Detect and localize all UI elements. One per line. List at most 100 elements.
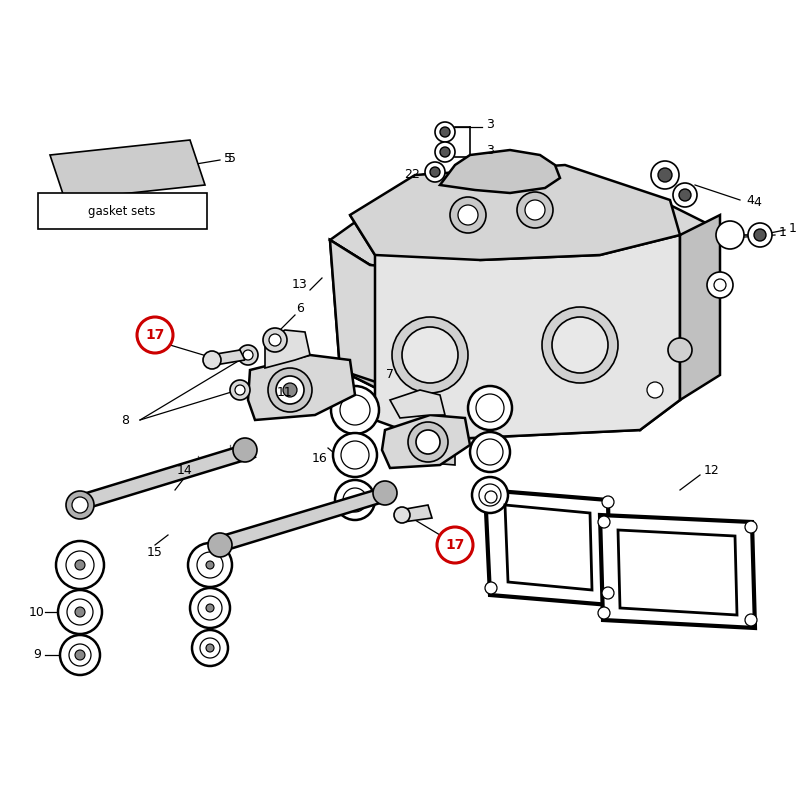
Circle shape	[408, 422, 448, 462]
Text: 13: 13	[292, 278, 308, 291]
Circle shape	[268, 368, 312, 412]
Polygon shape	[248, 355, 355, 420]
Text: 4: 4	[753, 195, 761, 209]
Polygon shape	[330, 175, 710, 275]
Text: gasket sets: gasket sets	[88, 206, 156, 218]
Circle shape	[283, 383, 297, 397]
Text: 5: 5	[224, 151, 232, 165]
Circle shape	[458, 205, 478, 225]
Circle shape	[476, 394, 504, 422]
Circle shape	[60, 635, 100, 675]
Text: 17: 17	[146, 328, 165, 342]
Circle shape	[66, 551, 94, 579]
Circle shape	[335, 480, 375, 520]
Polygon shape	[50, 140, 205, 200]
Polygon shape	[70, 443, 255, 512]
Circle shape	[745, 521, 757, 533]
Polygon shape	[330, 240, 380, 390]
Circle shape	[416, 430, 440, 454]
Circle shape	[658, 168, 672, 182]
Circle shape	[72, 497, 88, 513]
Circle shape	[477, 439, 503, 465]
Circle shape	[647, 382, 663, 398]
Text: 12: 12	[704, 463, 720, 477]
Circle shape	[69, 644, 91, 666]
Circle shape	[716, 221, 744, 249]
Text: 3: 3	[486, 143, 494, 157]
Polygon shape	[210, 350, 245, 365]
Circle shape	[668, 338, 692, 362]
Circle shape	[340, 395, 370, 425]
Circle shape	[198, 596, 222, 620]
Circle shape	[230, 380, 250, 400]
Text: 2: 2	[404, 169, 412, 182]
Polygon shape	[400, 505, 432, 522]
Text: 2: 2	[411, 169, 419, 182]
Circle shape	[190, 588, 230, 628]
Circle shape	[485, 491, 497, 503]
Circle shape	[243, 350, 253, 360]
Text: 4: 4	[746, 194, 754, 206]
Text: 1: 1	[779, 226, 787, 239]
Circle shape	[200, 638, 220, 658]
Circle shape	[472, 477, 508, 513]
Polygon shape	[382, 415, 470, 468]
Text: 11: 11	[277, 386, 293, 399]
Circle shape	[137, 317, 173, 353]
Polygon shape	[215, 487, 390, 552]
Circle shape	[373, 481, 397, 505]
Circle shape	[602, 587, 614, 599]
Circle shape	[75, 560, 85, 570]
Circle shape	[542, 307, 618, 383]
Circle shape	[468, 386, 512, 430]
Circle shape	[435, 142, 455, 162]
Polygon shape	[350, 165, 680, 260]
Circle shape	[679, 189, 691, 201]
Polygon shape	[505, 505, 592, 590]
Circle shape	[333, 433, 377, 477]
Text: 1: 1	[789, 222, 797, 234]
Polygon shape	[265, 330, 310, 368]
Circle shape	[188, 543, 232, 587]
Circle shape	[197, 552, 223, 578]
Circle shape	[392, 317, 468, 393]
Circle shape	[331, 386, 379, 434]
Polygon shape	[680, 215, 720, 400]
Text: 9: 9	[33, 649, 41, 662]
Circle shape	[479, 484, 501, 506]
Circle shape	[56, 541, 104, 589]
Text: 10: 10	[29, 606, 45, 618]
Polygon shape	[618, 530, 737, 615]
Circle shape	[598, 516, 610, 528]
Text: 16: 16	[312, 451, 328, 465]
Circle shape	[450, 197, 486, 233]
Circle shape	[707, 272, 733, 298]
Text: 3: 3	[486, 118, 494, 131]
Circle shape	[238, 345, 258, 365]
Circle shape	[673, 183, 697, 207]
Text: 17: 17	[446, 538, 465, 552]
Circle shape	[517, 192, 553, 228]
Circle shape	[203, 351, 221, 369]
Text: 14: 14	[177, 463, 193, 477]
Text: 8: 8	[121, 414, 129, 426]
Circle shape	[440, 127, 450, 137]
Polygon shape	[370, 265, 430, 400]
Polygon shape	[485, 490, 610, 605]
Circle shape	[748, 223, 772, 247]
Text: 15: 15	[147, 546, 163, 559]
Circle shape	[470, 432, 510, 472]
Circle shape	[341, 441, 369, 469]
Polygon shape	[440, 150, 560, 193]
Text: 6: 6	[296, 302, 304, 314]
Text: 5: 5	[228, 151, 236, 165]
Polygon shape	[600, 515, 755, 628]
Circle shape	[343, 488, 367, 512]
Circle shape	[233, 438, 257, 462]
Circle shape	[430, 167, 440, 177]
Circle shape	[75, 607, 85, 617]
Circle shape	[206, 604, 214, 612]
Polygon shape	[340, 225, 710, 400]
Polygon shape	[395, 440, 455, 465]
Circle shape	[235, 385, 245, 395]
